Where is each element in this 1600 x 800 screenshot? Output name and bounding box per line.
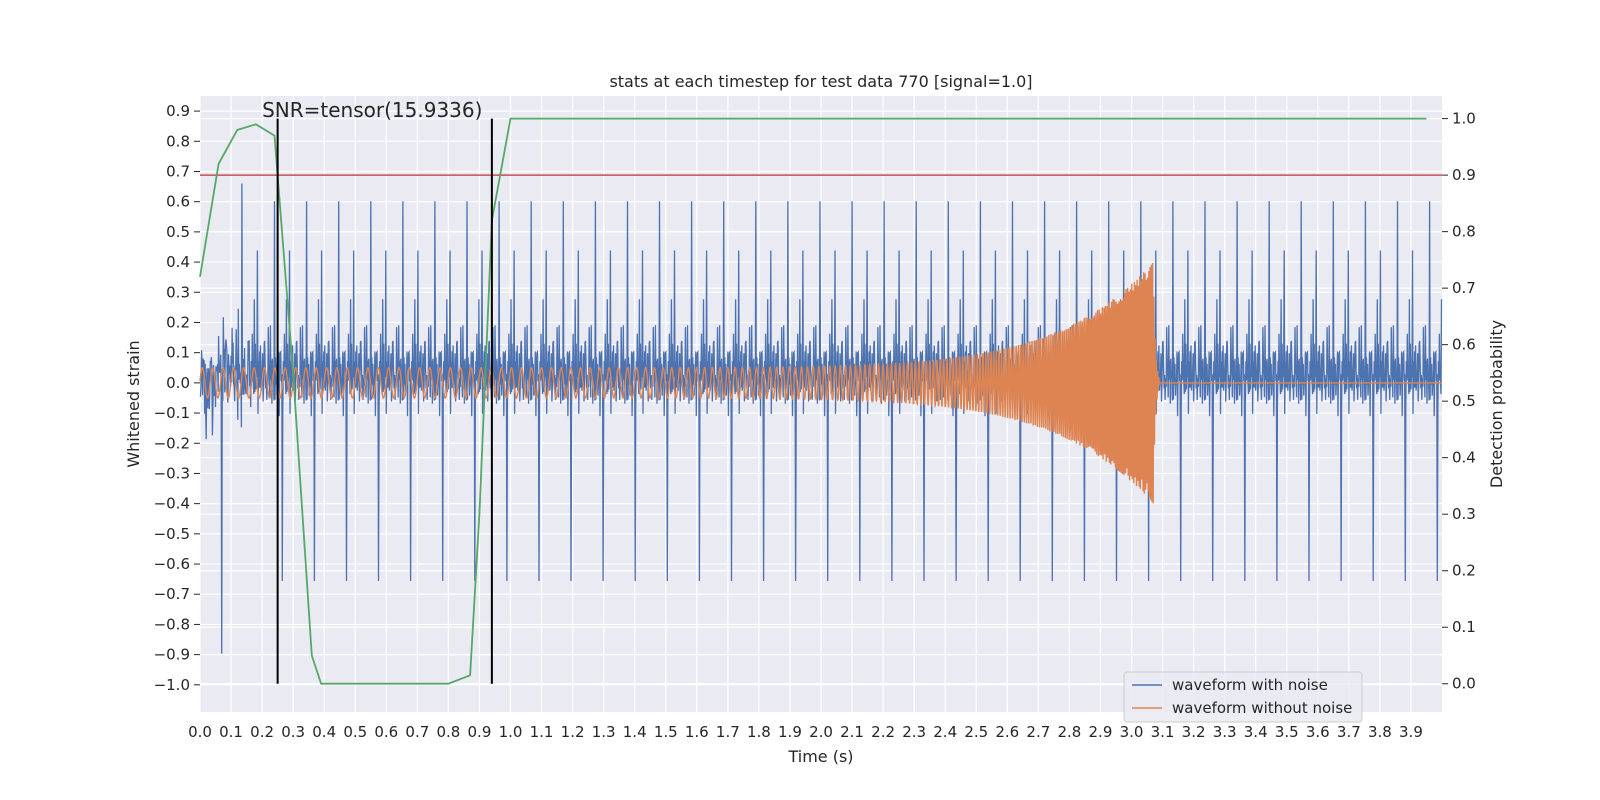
x-tick-label: 1.7 bbox=[716, 723, 740, 741]
legend-label-clean: waveform without noise bbox=[1172, 699, 1352, 717]
y-tick-label-left: −0.8 bbox=[154, 615, 190, 633]
y-tick-label-left: 0.8 bbox=[166, 132, 190, 150]
y-tick-label-left: 0.5 bbox=[166, 223, 190, 241]
x-tick-label: 2.5 bbox=[964, 723, 988, 741]
y-tick-label-left: −0.3 bbox=[154, 464, 190, 482]
y-tick-label-right: 0.3 bbox=[1452, 505, 1476, 523]
y-tick-label-left: 0.1 bbox=[166, 344, 190, 362]
y-tick-label-left: −0.7 bbox=[154, 585, 190, 603]
x-tick-label: 1.4 bbox=[623, 723, 647, 741]
y-tick-label-left: 0.0 bbox=[166, 374, 190, 392]
x-tick-label: 2.4 bbox=[933, 723, 957, 741]
y-tick-label-left: 0.2 bbox=[166, 313, 190, 331]
x-tick-label: 2.9 bbox=[1089, 723, 1113, 741]
x-tick-label: 3.4 bbox=[1244, 723, 1268, 741]
x-tick-label: 1.6 bbox=[685, 723, 709, 741]
x-tick-label: 3.1 bbox=[1151, 723, 1175, 741]
x-tick-label: 1.5 bbox=[654, 723, 678, 741]
y-axis-label-right: Detection probability bbox=[1487, 320, 1506, 488]
y-tick-label-right: 0.6 bbox=[1452, 336, 1476, 354]
y-tick-label-right: 0.1 bbox=[1452, 618, 1476, 636]
y-axis-label-left: Whitened strain bbox=[124, 340, 143, 467]
y-tick-label-left: 0.6 bbox=[166, 193, 190, 211]
x-tick-label: 3.3 bbox=[1213, 723, 1237, 741]
x-tick-label: 0.1 bbox=[219, 723, 243, 741]
x-tick-label: 1.1 bbox=[530, 723, 554, 741]
x-tick-label: 0.0 bbox=[188, 723, 212, 741]
y-tick-label-right: 0.4 bbox=[1452, 449, 1476, 467]
legend-box bbox=[1123, 671, 1363, 723]
axes: 0.0 0.1 0.2 0.3 0.4 0.5 0.6 0.7 0.8 0.9 1.0 1.1 1.2 1… bbox=[154, 102, 1476, 741]
y-tick-label-left: −0.9 bbox=[154, 646, 190, 664]
legend: waveform with noise waveform without noi… bbox=[1123, 671, 1363, 723]
x-tick-label: 3.5 bbox=[1275, 723, 1299, 741]
noisy-waveform-line bbox=[199, 183, 1443, 654]
x-tick-label: 0.7 bbox=[405, 723, 429, 741]
x-tick-label: 0.9 bbox=[468, 723, 492, 741]
x-tick-label: 0.4 bbox=[312, 723, 336, 741]
x-tick-label: 2.7 bbox=[1026, 723, 1050, 741]
x-tick-label: 3.7 bbox=[1337, 723, 1361, 741]
y-tick-label-left: 0.4 bbox=[166, 253, 190, 271]
y-tick-label-left: 0.3 bbox=[166, 283, 190, 301]
x-tick-label: 0.2 bbox=[250, 723, 274, 741]
x-tick-label: 0.5 bbox=[343, 723, 367, 741]
x-tick-label: 0.8 bbox=[436, 723, 460, 741]
x-tick-label: 0.3 bbox=[281, 723, 305, 741]
x-tick-label: 1.9 bbox=[778, 723, 802, 741]
x-tick-label: 3.0 bbox=[1120, 723, 1144, 741]
y-tick-label-right: 0.5 bbox=[1452, 392, 1476, 410]
y-tick-label-right: 0.8 bbox=[1452, 223, 1476, 241]
y-tick-label-left: −0.2 bbox=[154, 434, 190, 452]
y-tick-label-right: 0.2 bbox=[1452, 562, 1476, 580]
x-tick-label: 1.3 bbox=[592, 723, 616, 741]
grid bbox=[199, 96, 1442, 712]
x-tick-label: 2.8 bbox=[1057, 723, 1081, 741]
y-tick-label-left: −0.1 bbox=[154, 404, 190, 422]
y-tick-label-left: −1.0 bbox=[154, 676, 190, 694]
detection-probability-line bbox=[199, 117, 1427, 685]
y-tick-label-right: 0.0 bbox=[1452, 675, 1476, 693]
x-tick-label: 1.0 bbox=[499, 723, 523, 741]
y-tick-label-right: 1.0 bbox=[1452, 110, 1476, 128]
x-axis-label: Time (s) bbox=[787, 747, 853, 766]
x-tick-label: 2.1 bbox=[840, 723, 864, 741]
x-tick-label: 1.2 bbox=[561, 723, 585, 741]
x-tick-label: 1.8 bbox=[747, 723, 771, 741]
traces bbox=[199, 117, 1443, 685]
x-tick-label: 3.6 bbox=[1306, 723, 1330, 741]
x-tick-label: 3.8 bbox=[1368, 723, 1392, 741]
x-tick-label: 2.2 bbox=[871, 723, 895, 741]
x-tick-label: 3.9 bbox=[1399, 723, 1423, 741]
y-tick-label-left: −0.4 bbox=[154, 495, 190, 513]
snr-annotation: SNR=tensor(15.9336) bbox=[262, 98, 482, 122]
x-tick-label: 2.3 bbox=[902, 723, 926, 741]
clean-waveform-line bbox=[199, 262, 1442, 504]
y-tick-label-left: 0.9 bbox=[166, 102, 190, 120]
x-tick-label: 2.6 bbox=[995, 723, 1019, 741]
legend-label-noise: waveform with noise bbox=[1172, 676, 1328, 694]
x-tick-label: 2.0 bbox=[809, 723, 833, 741]
y-tick-label-left: 0.7 bbox=[166, 162, 190, 180]
x-tick-label: 3.2 bbox=[1182, 723, 1206, 741]
y-tick-label-right: 0.7 bbox=[1452, 279, 1476, 297]
y-tick-label-right: 0.9 bbox=[1452, 166, 1476, 184]
y-tick-label-left: −0.6 bbox=[154, 555, 190, 573]
x-tick-label: 0.6 bbox=[374, 723, 398, 741]
y-tick-label-left: −0.5 bbox=[154, 525, 190, 543]
chart-title: stats at each timestep for test data 770… bbox=[609, 72, 1032, 91]
